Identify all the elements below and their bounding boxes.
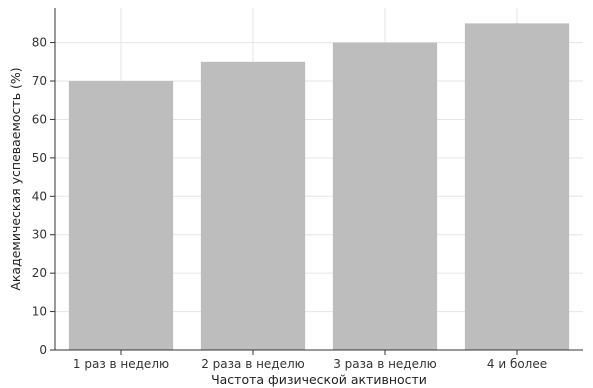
y-tick-label: 20 xyxy=(32,266,47,280)
y-tick-label: 0 xyxy=(39,343,47,357)
bar xyxy=(68,81,174,351)
y-tick-label: 70 xyxy=(32,74,47,88)
y-tick-label: 80 xyxy=(32,36,47,50)
y-axis-title: Академическая успеваемость (%) xyxy=(8,67,23,290)
x-tick-label: 4 и более xyxy=(487,357,547,371)
bars xyxy=(68,23,570,351)
bar xyxy=(464,23,570,350)
y-tick-label: 50 xyxy=(32,151,47,165)
x-tick-label: 2 раза в неделю xyxy=(201,357,305,371)
bar xyxy=(332,42,438,351)
x-axis-title: Частота физической активности xyxy=(211,372,427,387)
x-tick-label: 3 раза в неделю xyxy=(333,357,437,371)
y-tick-label: 30 xyxy=(32,228,47,242)
y-tick-label: 10 xyxy=(32,305,47,319)
x-ticks: 1 раз в неделю 2 раза в неделю 3 раза в не… xyxy=(73,350,547,371)
y-tick-label: 40 xyxy=(32,189,47,203)
y-tick-label: 60 xyxy=(32,112,47,126)
x-tick-label: 1 раз в неделю xyxy=(73,357,169,371)
y-ticks: 0 10 20 30 40 50 60 70 80 xyxy=(32,36,55,357)
bar xyxy=(200,61,306,350)
